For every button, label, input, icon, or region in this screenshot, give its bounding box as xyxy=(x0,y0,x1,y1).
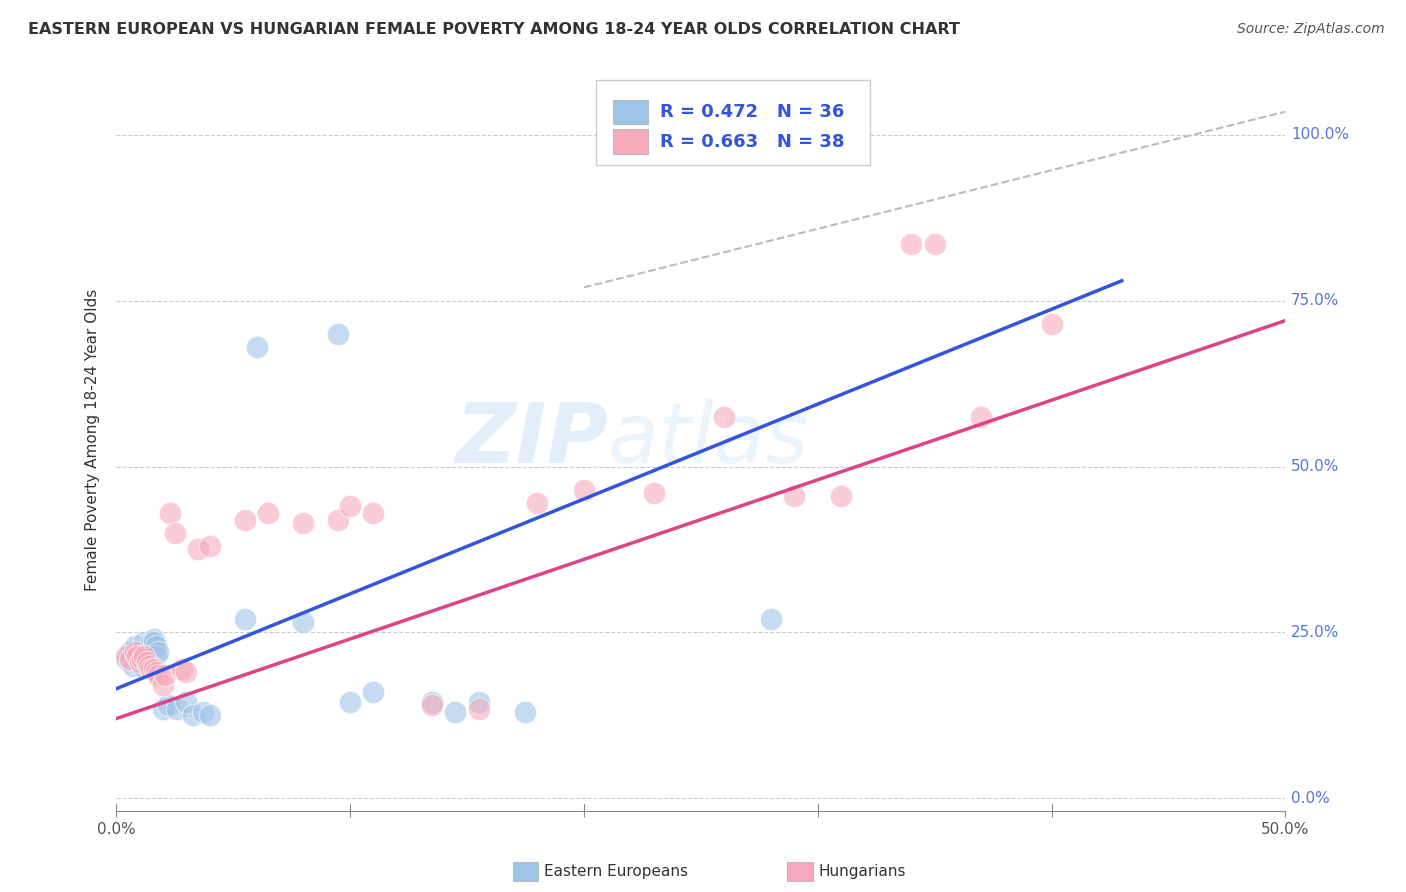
Text: Eastern Europeans: Eastern Europeans xyxy=(544,864,688,879)
Point xyxy=(142,662,165,676)
Point xyxy=(467,695,489,709)
Point xyxy=(120,652,142,666)
Point xyxy=(420,695,443,709)
Point xyxy=(120,645,142,659)
Point xyxy=(142,635,165,649)
Point xyxy=(783,489,806,503)
Point xyxy=(135,652,157,666)
Point xyxy=(114,648,136,663)
Point xyxy=(134,635,156,649)
Point xyxy=(807,141,830,155)
Bar xyxy=(613,129,648,154)
Point xyxy=(124,645,146,659)
Point xyxy=(245,340,267,354)
Point xyxy=(124,639,146,653)
Point xyxy=(138,645,160,659)
Text: 0.0%: 0.0% xyxy=(1291,790,1330,805)
Point xyxy=(152,678,174,692)
Point xyxy=(572,483,595,497)
Point xyxy=(114,652,136,666)
Point xyxy=(134,648,156,663)
Point xyxy=(148,645,170,659)
Point xyxy=(152,701,174,715)
Text: R = 0.663   N = 38: R = 0.663 N = 38 xyxy=(659,133,845,151)
Point xyxy=(759,612,782,626)
Point xyxy=(156,698,179,713)
Point xyxy=(643,486,665,500)
Point xyxy=(328,326,350,341)
Point xyxy=(176,695,198,709)
Point xyxy=(176,665,198,680)
Point xyxy=(970,409,993,424)
Point xyxy=(1040,317,1063,331)
Point xyxy=(141,635,163,649)
Point xyxy=(127,648,149,663)
Point xyxy=(141,662,163,676)
Point xyxy=(145,648,167,663)
Point xyxy=(363,506,385,520)
Text: 50.0%: 50.0% xyxy=(1291,459,1340,474)
Point xyxy=(128,655,150,669)
Point xyxy=(713,409,735,424)
Point xyxy=(830,489,852,503)
Text: 100.0%: 100.0% xyxy=(1291,128,1350,143)
Point xyxy=(420,698,443,713)
Point xyxy=(515,705,537,719)
FancyBboxPatch shape xyxy=(596,79,870,165)
Bar xyxy=(613,100,648,124)
Point xyxy=(170,662,193,676)
Text: 25.0%: 25.0% xyxy=(1291,624,1340,640)
Point xyxy=(142,632,165,646)
Point xyxy=(145,639,167,653)
Point xyxy=(924,237,946,252)
Point xyxy=(138,658,160,673)
Point xyxy=(145,665,167,680)
Point xyxy=(467,701,489,715)
Text: EASTERN EUROPEAN VS HUNGARIAN FEMALE POVERTY AMONG 18-24 YEAR OLDS CORRELATION C: EASTERN EUROPEAN VS HUNGARIAN FEMALE POV… xyxy=(28,22,960,37)
Point xyxy=(292,516,315,530)
Point xyxy=(155,668,177,682)
Point xyxy=(131,658,153,673)
Point xyxy=(159,506,181,520)
Point xyxy=(292,615,315,630)
Point xyxy=(328,512,350,526)
Point xyxy=(131,652,153,666)
Point xyxy=(257,506,280,520)
Point xyxy=(187,542,209,557)
Point xyxy=(135,655,157,669)
Point xyxy=(166,701,188,715)
Text: R = 0.472   N = 36: R = 0.472 N = 36 xyxy=(659,103,844,121)
Point xyxy=(127,648,149,663)
Point xyxy=(121,658,143,673)
Point xyxy=(198,708,221,723)
Text: ZIP: ZIP xyxy=(454,400,607,481)
Y-axis label: Female Poverty Among 18-24 Year Olds: Female Poverty Among 18-24 Year Olds xyxy=(86,289,100,591)
Point xyxy=(339,500,361,514)
Point xyxy=(900,237,922,252)
Text: Hungarians: Hungarians xyxy=(818,864,905,879)
Point xyxy=(183,708,205,723)
Point xyxy=(444,705,467,719)
Point xyxy=(148,668,170,682)
Point xyxy=(339,695,361,709)
Point xyxy=(526,496,548,510)
Point xyxy=(198,539,221,553)
Point xyxy=(830,141,852,155)
Point xyxy=(163,525,186,540)
Point xyxy=(233,612,256,626)
Point xyxy=(363,685,385,699)
Point xyxy=(128,645,150,659)
Text: 75.0%: 75.0% xyxy=(1291,293,1340,308)
Text: Source: ZipAtlas.com: Source: ZipAtlas.com xyxy=(1237,22,1385,37)
Point xyxy=(233,512,256,526)
Text: atlas: atlas xyxy=(607,400,808,481)
Point xyxy=(191,705,214,719)
